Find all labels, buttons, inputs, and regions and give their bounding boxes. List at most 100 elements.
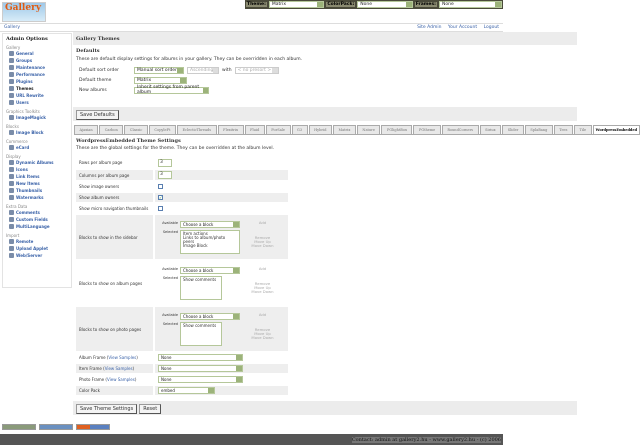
selected-block-item[interactable]: Item actions [183, 230, 208, 236]
available-blocks-select[interactable]: Choose a block [180, 266, 240, 274]
sidebar-item-ecard[interactable]: eCard [6, 144, 68, 151]
default-theme-select[interactable]: Matrix [134, 76, 187, 84]
tab-wordpressembedded[interactable]: WordpressEmbedded [592, 125, 640, 134]
tab-slider[interactable]: Slider [502, 125, 524, 134]
sidebar-item-imagemagick[interactable]: ImageMagick [6, 114, 68, 121]
selected-blocks-list[interactable]: Show comments [180, 321, 222, 346]
frames-select[interactable]: None [438, 1, 502, 8]
move-up-button[interactable]: Move Up [254, 238, 271, 244]
remove-block-button[interactable]: Remove [254, 280, 271, 286]
album-owners-checkbox[interactable]: ✓ [158, 195, 163, 200]
sidebar-item-web-server[interactable]: Web/Server [6, 252, 68, 259]
sidebar-item-icons[interactable]: Icons [6, 166, 68, 173]
sidebar-item-themes[interactable]: Themes [6, 85, 68, 92]
view-samples-link[interactable]: View Samples [107, 377, 135, 382]
tab-tees[interactable]: Tees [553, 125, 573, 134]
add-block-button[interactable]: Add [258, 311, 267, 317]
add-block-button[interactable]: Add [258, 219, 267, 225]
your-account-link[interactable]: Your Account [447, 25, 478, 30]
sidebar-item-url-rewrite[interactable]: URL Rewrite [6, 92, 68, 99]
rows-input[interactable]: 3 [158, 158, 172, 167]
tab-siriux[interactable]: Siriux [479, 125, 502, 134]
available-blocks-select[interactable]: Choose a block [180, 312, 240, 320]
new-albums-select[interactable]: Inherit settings from parent album [134, 85, 209, 95]
sidebar-item-users[interactable]: Users [6, 99, 68, 106]
micro-nav-checkbox[interactable] [158, 206, 163, 211]
firefox-badge[interactable] [39, 424, 73, 430]
sidebar-item-link-items[interactable]: Link Items [6, 173, 68, 180]
tab-fluid[interactable]: Fluid [244, 125, 265, 134]
selected-blocks-list[interactable]: Show comments [180, 275, 222, 300]
theme-select[interactable]: Matrix [268, 1, 325, 8]
sidebar-item-thumbnails[interactable]: Thumbnails [6, 187, 68, 194]
sidebar-item-dynamic-albums[interactable]: Dynamic Albums [6, 159, 68, 166]
photo-frame-select[interactable]: None [158, 376, 243, 383]
tab-pglightbox[interactable]: PGlightBox [381, 125, 413, 134]
gallery-badge[interactable] [76, 424, 110, 430]
save-theme-settings-button[interactable]: Save Theme Settings [76, 404, 138, 414]
available-blocks-select[interactable]: Choose a block [180, 220, 240, 228]
breadcrumb-bar: Gallery Site Admin Your Account Logout [0, 23, 503, 32]
remove-block-button[interactable]: Remove [254, 326, 271, 332]
w3c-badge[interactable] [2, 424, 36, 430]
site-admin-link[interactable]: Site Admin [417, 25, 442, 30]
tab-splabang[interactable]: SplaBang [524, 125, 553, 134]
view-samples-link[interactable]: View Samples [104, 366, 133, 371]
sidebar-item-maintenance[interactable]: Maintenance [6, 64, 68, 71]
move-down-button[interactable]: Move Down [251, 242, 274, 248]
sidebar-item-new-items[interactable]: New Items [6, 180, 68, 187]
sidebar-item-watermarks[interactable]: Watermarks [6, 194, 68, 201]
selected-block-item[interactable]: Image Block [183, 243, 208, 249]
tab-roundcorners[interactable]: RoundCorners [441, 125, 479, 134]
tab-copyleft[interactable]: CopyleFt [148, 125, 176, 134]
save-defaults-button[interactable]: Save Defaults [76, 110, 119, 120]
tab-flexitrix[interactable]: Flexitrix [217, 125, 244, 134]
selected-blocks-list[interactable]: Item actions Links to album/photo peers Im… [180, 229, 240, 254]
colorpack-select[interactable]: None [357, 1, 413, 8]
sidebar-item-image-block[interactable]: Image Block [6, 129, 68, 136]
tab-classic[interactable]: Classic [124, 125, 148, 134]
sidebar-item-upload-applet[interactable]: Upload Applet [6, 245, 68, 252]
color-pack-select[interactable]: embed [158, 387, 215, 394]
add-block-button[interactable]: Add [258, 265, 267, 271]
move-up-button[interactable]: Move Up [254, 330, 271, 336]
sidebar-group-label: Blocks [6, 124, 19, 129]
sidebar-item-performance[interactable]: Performance [6, 71, 68, 78]
move-down-button[interactable]: Move Down [251, 288, 274, 294]
tab-carbon[interactable]: Carbon [99, 125, 124, 134]
tab-eclecticthreads[interactable]: EclecticThreads [176, 125, 217, 134]
move-down-button[interactable]: Move Down [251, 334, 274, 340]
cols-input[interactable]: 3 [158, 171, 172, 179]
sidebar-item-remote[interactable]: Remote [6, 238, 68, 245]
presort-select[interactable]: < no presort > [234, 66, 279, 74]
sidebar-item-general[interactable]: General [6, 50, 68, 57]
sidebar-item-comments[interactable]: Comments [6, 209, 68, 216]
selected-block-item[interactable]: Show comments [183, 322, 217, 328]
selected-block-item[interactable]: Links to album/photo peers [183, 234, 226, 244]
sidebar-item-multilanguage[interactable]: MultiLanguage [6, 223, 68, 230]
gallery-logo[interactable]: Gallery [2, 2, 46, 22]
sidebar-item-custom-fields[interactable]: Custom Fields [6, 216, 68, 223]
selected-block-item[interactable]: Show comments [183, 276, 217, 282]
sidebar-item-groups[interactable]: Groups [6, 57, 68, 64]
tab-matrix[interactable]: Matrix [332, 125, 356, 134]
tab-g3[interactable]: G3 [291, 125, 308, 134]
logout-link[interactable]: Logout [483, 25, 499, 30]
breadcrumb-gallery[interactable]: Gallery [4, 25, 21, 30]
tab-ajaxian[interactable]: Ajaxian [74, 125, 99, 134]
remove-block-button[interactable]: Remove [254, 234, 271, 240]
tab-forsale[interactable]: ForSale [265, 125, 291, 134]
tab-hybrid[interactable]: Hybrid [308, 125, 332, 134]
view-samples-link[interactable]: View Samples [108, 355, 137, 360]
image-owners-checkbox[interactable] [158, 184, 163, 189]
item-frame-select[interactable]: None [158, 365, 243, 372]
album-frame-select[interactable]: None [158, 354, 243, 361]
move-up-button[interactable]: Move Up [254, 284, 271, 290]
sort-direction-select[interactable]: Ascending [187, 66, 219, 74]
sort-order-select[interactable]: Manual sort order [134, 66, 184, 74]
tab-nature[interactable]: Nature [356, 125, 381, 134]
reset-button[interactable]: Reset [139, 404, 162, 414]
tab-pgtheme[interactable]: PGtheme [413, 125, 441, 134]
tab-tile[interactable]: Tile [573, 125, 592, 134]
sidebar-item-plugins[interactable]: Plugins [6, 78, 68, 85]
